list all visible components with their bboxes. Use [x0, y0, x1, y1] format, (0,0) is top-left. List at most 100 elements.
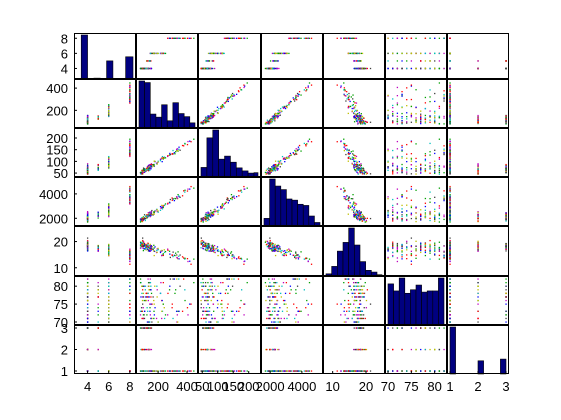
scatter-point — [141, 292, 143, 295]
scatter-point — [203, 67, 206, 70]
scatter-point — [505, 213, 507, 215]
scatter-point — [406, 242, 408, 244]
scatter-point — [202, 122, 204, 124]
scatter-point — [272, 243, 274, 245]
scatter-point — [206, 118, 208, 121]
cell-frame — [323, 79, 385, 128]
scatter-point — [289, 102, 291, 104]
scatter-point — [226, 100, 228, 102]
scatter-point — [449, 263, 451, 265]
scatter-point — [190, 37, 192, 39]
scatter-point — [202, 241, 204, 243]
scatter-point — [354, 281, 357, 284]
scatter-point — [354, 208, 356, 210]
scatter-point — [434, 249, 436, 252]
scatter-point — [162, 205, 164, 207]
scatter-point — [357, 118, 359, 120]
scatter-point — [276, 281, 278, 284]
scatter-point — [129, 155, 131, 158]
scatter-point — [97, 303, 99, 305]
scatter-point — [202, 221, 204, 223]
scatter-point — [108, 285, 110, 287]
scatter-point — [449, 122, 451, 124]
cell-disp-vs-wt — [261, 79, 323, 128]
scatter-point — [171, 197, 173, 199]
scatter-point — [387, 117, 389, 120]
scatter-point — [280, 296, 282, 298]
scatter-point — [210, 278, 213, 280]
scatter-point — [209, 67, 211, 70]
cell-frame — [385, 226, 447, 276]
histogram-bar — [206, 137, 214, 178]
cell-frame — [261, 177, 323, 226]
scatter-point — [449, 212, 451, 214]
scatter-point — [352, 314, 354, 316]
scatter-point — [144, 215, 147, 217]
scatter-point — [352, 150, 354, 152]
scatter-point — [353, 52, 355, 55]
scatter-point — [237, 90, 240, 92]
scatter-point — [415, 118, 417, 121]
scatter-point — [207, 52, 210, 55]
scatter-point — [129, 202, 131, 204]
scatter-point — [276, 250, 278, 252]
scatter-point — [231, 321, 233, 323]
scatter-point — [86, 166, 89, 168]
scatter-point — [221, 299, 223, 302]
scatter-point — [172, 198, 174, 201]
cell-accel-vs-accel — [323, 226, 385, 277]
scatter-point — [129, 140, 131, 143]
scatter-point — [274, 296, 276, 298]
scatter-point — [410, 160, 413, 162]
scatter-point — [295, 254, 297, 257]
scatter-point — [205, 244, 207, 246]
scatter-point — [387, 213, 389, 215]
scatter-point — [129, 257, 131, 260]
scatter-point — [208, 214, 211, 216]
histogram-bar — [308, 215, 315, 227]
scatter-point — [354, 216, 357, 218]
scatter-point — [201, 289, 203, 291]
scatter-point — [268, 67, 270, 70]
scatter-point — [142, 167, 145, 169]
scatter-point — [97, 163, 99, 166]
scatter-point — [86, 248, 89, 250]
scatter-point — [443, 90, 445, 92]
scatter-point — [222, 281, 224, 284]
scatter-point — [387, 52, 389, 55]
scatter-point — [129, 143, 131, 146]
scatter-point — [345, 198, 347, 201]
scatter-point — [174, 292, 176, 295]
scatter-point — [357, 314, 359, 316]
scatter-point — [420, 214, 422, 216]
scatter-point — [220, 207, 222, 209]
scatter-point — [86, 307, 89, 309]
scatter-point — [401, 106, 403, 109]
scatter-point — [269, 303, 271, 305]
scatter-point — [141, 67, 143, 70]
scatter-point — [283, 253, 285, 255]
scatter-point — [360, 217, 362, 220]
scatter-point — [175, 252, 177, 254]
scatter-point — [345, 100, 347, 102]
scatter-point — [205, 118, 208, 120]
scatter-point — [424, 122, 427, 124]
scatter-point — [396, 203, 399, 205]
scatter-point — [215, 210, 217, 213]
scatter-point — [208, 117, 210, 119]
scatter-point — [429, 248, 431, 250]
scatter-point — [366, 121, 369, 123]
scatter-point — [364, 67, 366, 70]
scatter-point — [269, 169, 272, 171]
scatter-point — [86, 292, 89, 295]
scatter-point — [392, 214, 394, 216]
scatter-point — [361, 122, 364, 124]
scatter-point — [401, 163, 403, 166]
scatter-point — [216, 210, 218, 212]
scatter-point — [415, 143, 417, 145]
scatter-point — [505, 116, 507, 119]
scatter-point — [396, 212, 399, 214]
scatter-point — [220, 250, 222, 253]
scatter-point — [129, 254, 131, 257]
scatter-point — [274, 248, 277, 250]
